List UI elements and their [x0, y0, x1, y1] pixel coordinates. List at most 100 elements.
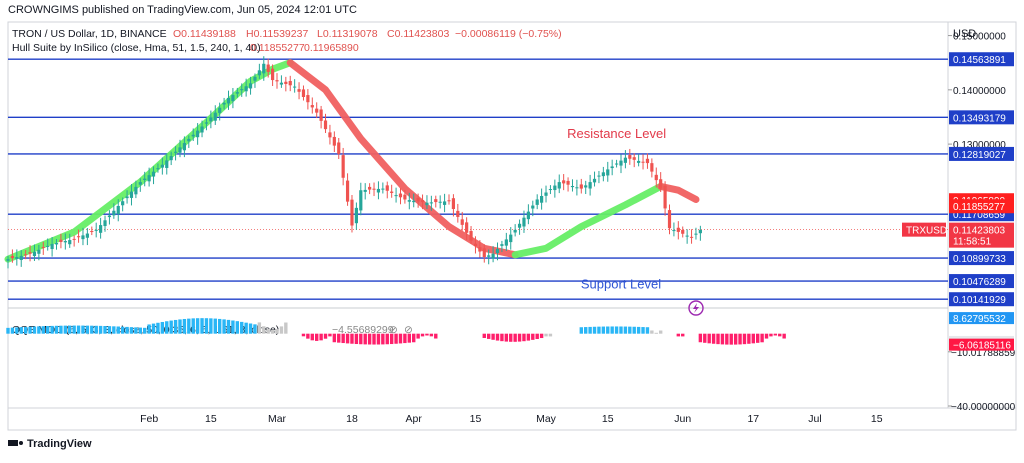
- qqe-bar: [376, 333, 381, 345]
- x-tick-label: 15: [205, 413, 217, 425]
- qqe-bar: [531, 333, 535, 340]
- qqe-bar: [495, 333, 500, 341]
- candle-body: [429, 202, 433, 204]
- x-tick-label: 17: [747, 413, 759, 425]
- candle-body: [575, 187, 579, 189]
- qqe-badge-label: −6.06185116: [953, 341, 1011, 352]
- candle-body: [151, 171, 156, 177]
- level-badge: [949, 292, 1014, 307]
- qqe-bar: [182, 318, 187, 334]
- candle-body: [623, 157, 627, 163]
- candle-body: [165, 160, 169, 168]
- candle-body: [332, 136, 336, 146]
- candle-body: [178, 147, 182, 153]
- candle-body: [37, 249, 41, 254]
- candle-body: [540, 195, 544, 203]
- candle-body: [553, 185, 557, 191]
- qqe-bar: [68, 325, 72, 334]
- qqe-bar: [235, 321, 240, 334]
- level-badge: [949, 146, 1014, 161]
- qqe-bar: [676, 333, 681, 337]
- qqe-bar: [773, 333, 778, 336]
- eye-off-icon[interactable]: ⊘: [389, 324, 398, 336]
- candle-body: [72, 238, 76, 240]
- candle-body: [522, 217, 526, 227]
- qqe-bar: [81, 325, 85, 334]
- indicator-value-1: 0.11855277: [250, 42, 305, 54]
- qqe-bar: [764, 333, 769, 339]
- candle-body: [231, 95, 235, 102]
- qqe-bar: [262, 326, 266, 334]
- qqe-bar: [200, 318, 204, 334]
- qqe-bar: [138, 327, 142, 334]
- candle-body: [54, 242, 59, 245]
- qqe-bar: [733, 333, 738, 345]
- candle-body: [50, 243, 54, 250]
- candle-body: [213, 112, 217, 121]
- candle-body: [526, 211, 530, 220]
- qqe-bar: [756, 333, 760, 343]
- qqe-bar: [434, 333, 438, 339]
- candle-body: [68, 240, 72, 245]
- annotation-label: Resistance Level: [567, 126, 666, 141]
- x-tick-label: Apr: [406, 413, 423, 425]
- chart-frame: [7, 21, 1017, 431]
- candle-body: [240, 89, 244, 91]
- candle-body: [465, 222, 469, 233]
- candle-body: [403, 194, 407, 200]
- qqe-bar: [385, 333, 389, 345]
- lightning-alert-icon[interactable]: [688, 300, 704, 316]
- x-tick-label: May: [536, 413, 557, 425]
- qqe-bar: [204, 318, 209, 334]
- candle-body: [681, 229, 685, 234]
- qqe-bar: [363, 333, 367, 345]
- ohlc-open: O0.11439188: [173, 28, 236, 40]
- candle-body: [645, 158, 650, 164]
- indicator-values: 0.11855277 0.11965890: [250, 42, 359, 54]
- qqe-bar: [729, 333, 733, 345]
- candle-body: [566, 180, 570, 185]
- candle-body: [381, 188, 385, 190]
- qqe-bar: [28, 326, 32, 334]
- qqe-bar: [486, 333, 491, 339]
- candle-body: [584, 185, 588, 188]
- candle-body: [271, 68, 275, 81]
- candle-body: [244, 86, 248, 92]
- x-tick-label: Feb: [140, 413, 158, 425]
- qqe-bar: [636, 326, 641, 334]
- tradingview-logo-icon: [8, 440, 23, 446]
- settings-icon[interactable]: ⊘: [404, 324, 413, 336]
- qqe-bar: [403, 333, 407, 344]
- qqe-bar: [50, 325, 54, 334]
- qqe-bar: [244, 322, 248, 334]
- candle-body: [138, 182, 142, 185]
- qqe-bar: [85, 325, 90, 334]
- qqe-bar: [354, 333, 359, 345]
- ohlc-high: H0.11539237: [246, 28, 308, 40]
- level-badge-label: 0.14563891: [953, 55, 1006, 66]
- qqe-bar: [147, 324, 151, 334]
- candle-body: [570, 186, 575, 188]
- qqe-bar: [315, 333, 319, 341]
- annotations: Resistance Level Support Level: [567, 126, 666, 291]
- qqe-bar: [134, 327, 138, 334]
- candle-body: [200, 126, 204, 133]
- candle-body: [628, 155, 632, 159]
- candle-body: [121, 201, 125, 206]
- qqe-bar: [156, 322, 160, 334]
- qqe-bar: [306, 333, 310, 339]
- qqe-histogram: [6, 318, 786, 345]
- ohlc-change: −0.00086119 (−0.75%): [455, 28, 562, 40]
- candle-body: [10, 255, 15, 259]
- candle-body: [372, 188, 376, 190]
- qqe-bar: [632, 326, 636, 334]
- ohlc-close: C0.11423803: [387, 28, 449, 40]
- qqe-bar: [359, 333, 363, 345]
- qqe-y-tick-label: −40.00000000: [951, 402, 1016, 413]
- qqe-bar: [23, 326, 28, 334]
- candle-body: [103, 220, 107, 227]
- qqe-bar: [32, 326, 37, 334]
- candle-body: [491, 253, 495, 259]
- candle-body: [328, 132, 332, 138]
- qqe-bar: [491, 333, 495, 340]
